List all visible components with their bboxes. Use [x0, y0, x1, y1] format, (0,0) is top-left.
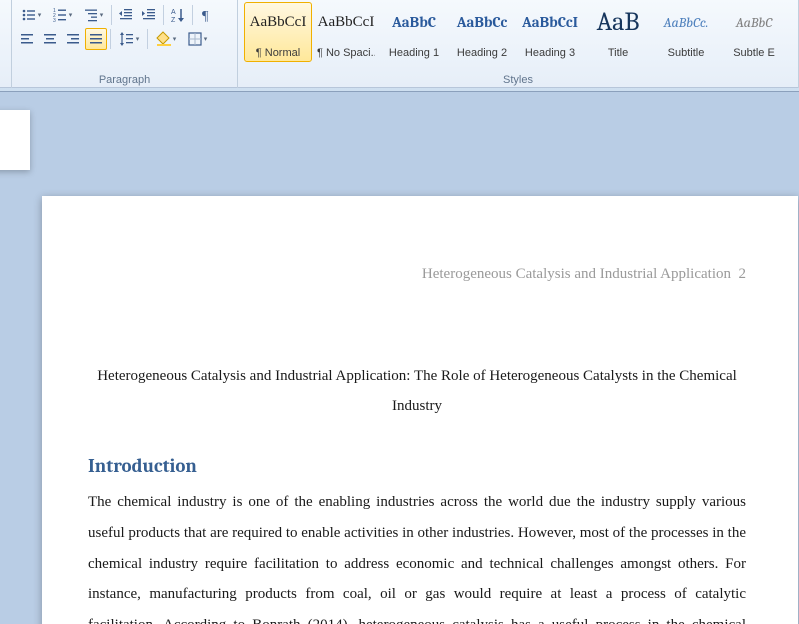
style-preview: AaBbC	[385, 7, 443, 37]
borders-button[interactable]: ▾	[182, 28, 212, 50]
body-paragraph-1: The chemical industry is one of the enab…	[88, 487, 746, 624]
numbering-button[interactable]: 123▾	[47, 4, 77, 26]
bullets-button[interactable]: ▾	[16, 4, 46, 26]
style-preview: AaBbCcI	[317, 7, 375, 37]
style-item--normal[interactable]: AaBbCcI ¶ Normal	[244, 2, 312, 62]
style-label: Subtitle	[657, 47, 715, 59]
spelling-squiggle[interactable]: Bonrath	[252, 617, 300, 624]
style-label: ¶ No Spaci...	[317, 47, 375, 59]
style-item-heading-2[interactable]: AaBbCc Heading 2	[448, 2, 516, 62]
group-cutoff-left	[0, 0, 12, 88]
decrease-indent-button[interactable]	[115, 4, 137, 26]
style-preview: AaBbCc.	[657, 7, 715, 37]
running-header-text: Heterogeneous Catalysis and Industrial A…	[422, 266, 731, 282]
shading-button[interactable]: ▾	[151, 28, 181, 50]
styles-group: AaBbCcI¶ NormalAaBbCcI¶ No Spaci...AaBbC…	[238, 0, 799, 88]
styles-gallery[interactable]: AaBbCcI¶ NormalAaBbCcI¶ No Spaci...AaBbC…	[244, 2, 792, 62]
document-title: Heterogeneous Catalysis and Industrial A…	[96, 361, 738, 421]
style-preview: AaBbCcI	[521, 7, 579, 37]
svg-text:¶: ¶	[202, 9, 209, 23]
document-page[interactable]: Heterogeneous Catalysis and Industrial A…	[42, 196, 798, 624]
svg-text:A: A	[171, 9, 176, 16]
align-left-button[interactable]	[16, 28, 38, 50]
show-paragraph-marks-button[interactable]: ¶	[196, 4, 218, 26]
align-right-button[interactable]	[62, 28, 84, 50]
svg-text:Z: Z	[171, 17, 176, 23]
style-label: Heading 1	[385, 47, 443, 59]
multilevel-list-button[interactable]: ▾	[78, 4, 108, 26]
style-label: Heading 2	[453, 47, 511, 59]
style-item-subtitle[interactable]: AaBbCc. Subtitle	[652, 2, 720, 62]
ribbon: ▾ 123▾ ▾	[0, 0, 799, 92]
ribbon-inner: ▾ 123▾ ▾	[0, 0, 799, 88]
paragraph-group-label: Paragraph	[16, 74, 233, 88]
previous-page-corner	[0, 110, 30, 170]
style-item-heading-3[interactable]: AaBbCcI Heading 3	[516, 2, 584, 62]
style-item-title[interactable]: AaB Title	[584, 2, 652, 62]
style-label: ¶ Normal	[249, 47, 307, 59]
section-heading-introduction: Introduction	[88, 455, 746, 477]
line-spacing-button[interactable]: ▾	[114, 28, 144, 50]
style-preview: AaB	[589, 7, 647, 37]
style-label: Heading 3	[521, 47, 579, 59]
style-item-heading-1[interactable]: AaBbC Heading 1	[380, 2, 448, 62]
style-item--no-spaci-[interactable]: AaBbCcI ¶ No Spaci...	[312, 2, 380, 62]
svg-text:3: 3	[53, 18, 56, 23]
running-header-page: 2	[739, 266, 747, 282]
style-preview: AaBbCcI	[249, 7, 307, 37]
running-header: Heterogeneous Catalysis and Industrial A…	[88, 266, 746, 283]
styles-group-label: Styles	[244, 74, 792, 88]
document-workspace: Heterogeneous Catalysis and Industrial A…	[0, 92, 799, 624]
style-preview: AaBbC	[725, 7, 783, 37]
paragraph-buttons: ▾ 123▾ ▾	[16, 2, 233, 50]
style-preview: AaBbCc	[453, 7, 511, 37]
sort-button[interactable]: AZ	[167, 4, 189, 26]
justify-button[interactable]	[85, 28, 107, 50]
paragraph-group: ▾ 123▾ ▾	[12, 0, 238, 88]
style-label: Subtle E	[725, 47, 783, 59]
style-item-subtle-e[interactable]: AaBbC Subtle E	[720, 2, 788, 62]
align-center-button[interactable]	[39, 28, 61, 50]
style-label: Title	[589, 47, 647, 59]
increase-indent-button[interactable]	[138, 4, 160, 26]
